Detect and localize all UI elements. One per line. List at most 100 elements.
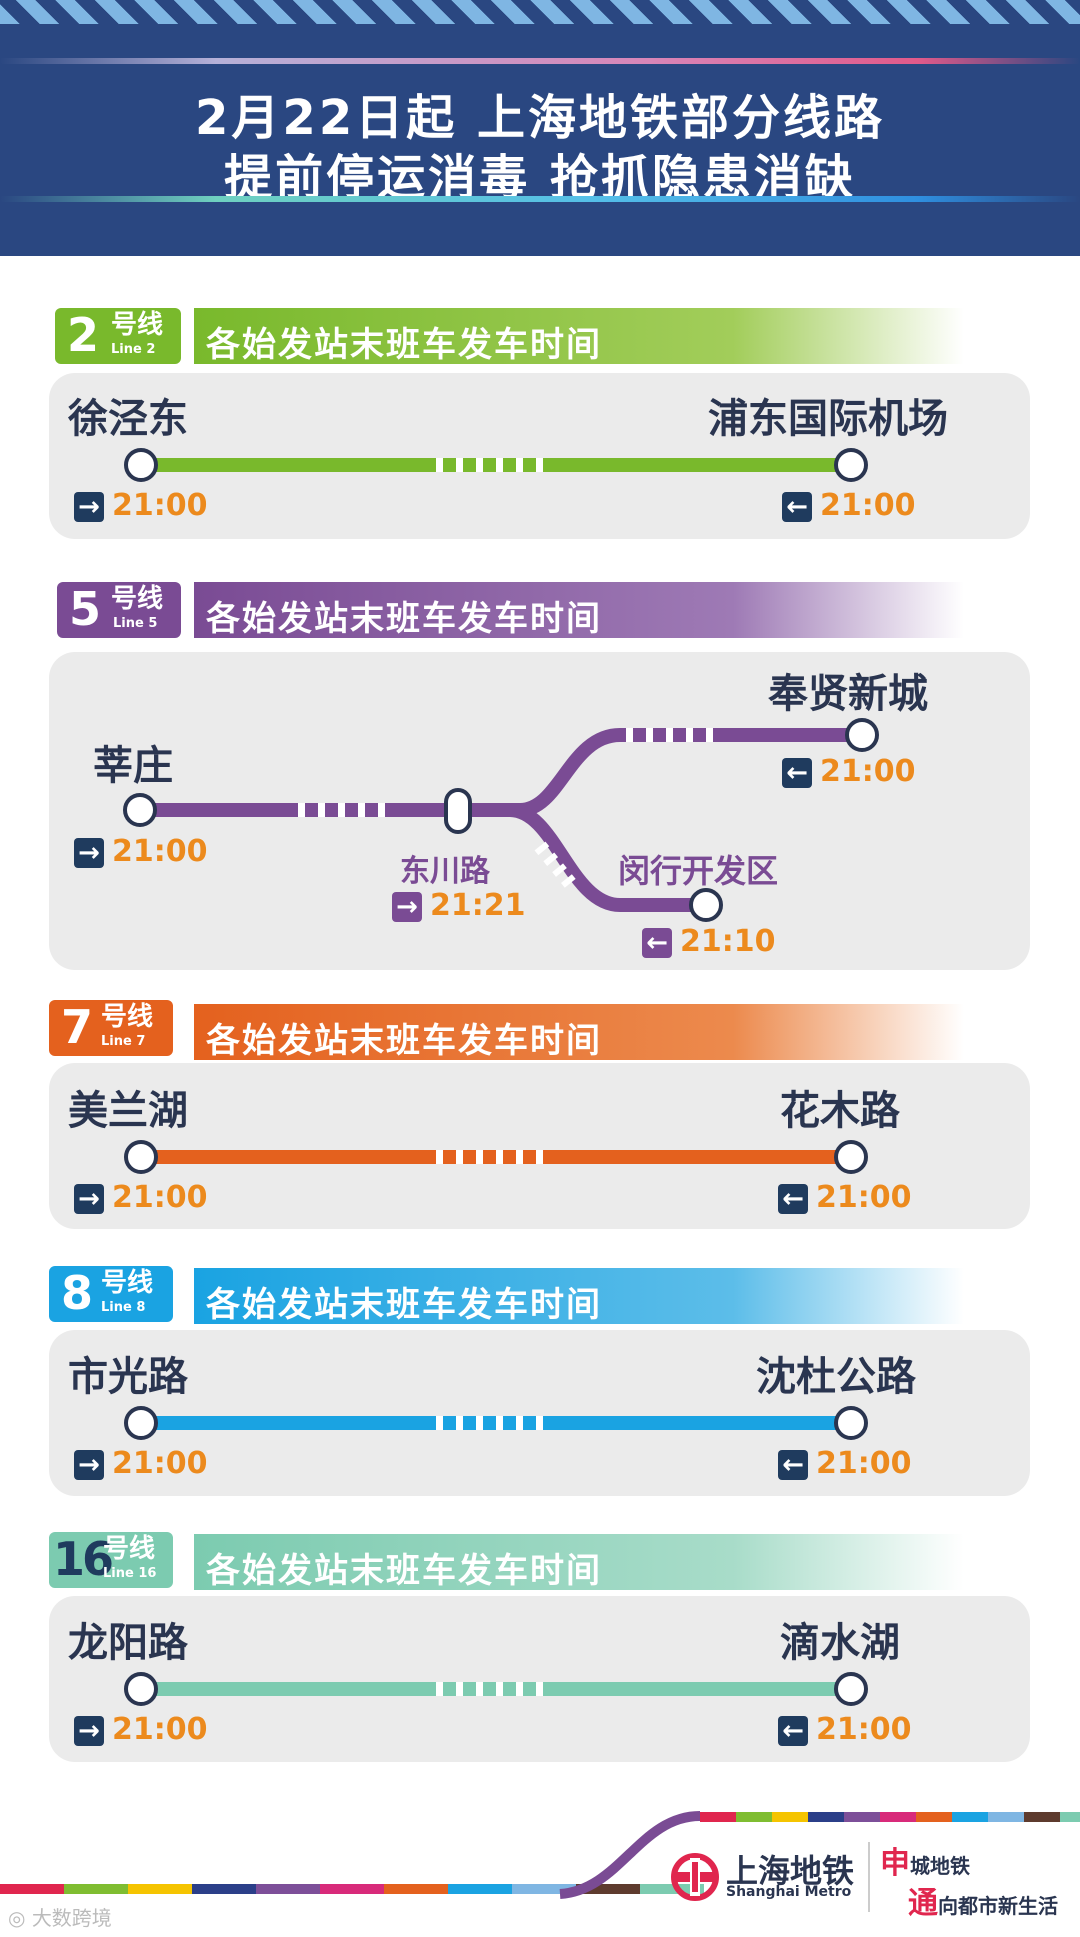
departure-time: 21:00	[816, 1712, 912, 1747]
line-7-panel	[49, 1063, 1030, 1229]
watermark: ◎ 大数跨境	[8, 1902, 112, 1931]
color-stripe-upper	[988, 1812, 1024, 1822]
line-badge-5: 5 号线 Line 5	[57, 582, 181, 638]
line-english: Line 7	[101, 1034, 146, 1049]
station-node	[845, 718, 879, 752]
transfer-station-node	[444, 788, 472, 834]
track-gap	[534, 841, 580, 893]
arrow-right-icon: →	[74, 492, 104, 522]
slogan-big-char: 通	[908, 1886, 938, 1921]
arrow-left-icon: ←	[778, 1184, 808, 1214]
line-number: 2	[67, 308, 100, 362]
watermark-icon: ◎	[8, 1906, 32, 1930]
departure-time: 21:00	[112, 1180, 208, 1215]
header-glow-top	[0, 58, 1080, 64]
arrow-right-icon: →	[74, 1716, 104, 1746]
color-stripe-lower	[320, 1884, 384, 1894]
color-stripe-lower	[448, 1884, 512, 1894]
departure-time: 21:00	[112, 1446, 208, 1481]
station-end: 浦东国际机场	[708, 395, 948, 442]
color-stripe-upper	[1024, 1812, 1060, 1822]
color-stripe-upper	[772, 1812, 808, 1822]
departure-time: 21:21	[430, 888, 526, 923]
station-node	[124, 1140, 158, 1174]
stripe-curve	[559, 1811, 701, 1899]
line-number: 5	[69, 582, 102, 636]
line-suffix: 号线	[111, 584, 164, 614]
banner-text: 各始发站末班车发车时间	[206, 599, 602, 639]
arrow-left-icon: ←	[778, 1716, 808, 1746]
color-stripe-lower	[64, 1884, 128, 1894]
line-number: 16	[53, 1532, 114, 1586]
departure-time: 21:00	[816, 1446, 912, 1481]
arrow-right-icon: →	[74, 838, 104, 868]
line-badge-7: 7 号线 Line 7	[49, 1000, 173, 1056]
slogan-big-char: 申	[880, 1846, 910, 1881]
slogan-text: 城地铁	[910, 1854, 970, 1878]
banner-text: 各始发站末班车发车时间	[206, 1285, 602, 1325]
station-start: 龙阳路	[68, 1619, 188, 1666]
station-branch-minhang: 闵行开发区	[618, 852, 779, 890]
slogan-text: 向都市新生活	[938, 1894, 1058, 1918]
station-node	[689, 888, 723, 922]
track-gap	[436, 1682, 544, 1696]
color-stripe-lower	[576, 1884, 640, 1894]
station-start: 美兰湖	[68, 1087, 188, 1134]
line-suffix: 号线	[101, 1002, 154, 1032]
color-stripe-lower	[128, 1884, 192, 1894]
banner-text: 各始发站末班车发车时间	[206, 1021, 602, 1061]
line-badge-8: 8 号线 Line 8	[49, 1266, 173, 1322]
line-badge-2: 2 号线 Line 2	[55, 308, 181, 364]
line-5-map	[123, 718, 879, 922]
color-stripe-upper	[916, 1812, 952, 1822]
station-start: 市光路	[68, 1353, 188, 1400]
line-8-panel	[49, 1330, 1030, 1496]
page-title-line1: 2月22日起 上海地铁部分线路	[195, 90, 885, 146]
color-stripe-upper	[736, 1812, 772, 1822]
station-transfer: 东川路	[400, 854, 490, 889]
color-stripe-lower	[512, 1884, 576, 1894]
banner-text: 各始发站末班车发车时间	[206, 1551, 602, 1591]
departure-time: 21:00	[112, 834, 208, 869]
color-stripe-upper	[700, 1812, 736, 1822]
color-stripe-upper	[1060, 1812, 1080, 1822]
track-gap	[436, 1150, 544, 1164]
schedule-banner: 各始发站末班车发车时间	[194, 1534, 964, 1591]
banner-text: 各始发站末班车发车时间	[206, 325, 602, 365]
departure-time: 21:10	[680, 924, 776, 959]
branch-track-minhang	[473, 803, 713, 912]
footer-stripes	[0, 1811, 1080, 1899]
station-node	[124, 1672, 158, 1706]
station-node	[124, 1406, 158, 1440]
station-node	[123, 793, 157, 827]
line-2-panel	[49, 373, 1030, 539]
header-stripes	[0, 0, 1080, 24]
station-node	[834, 1406, 868, 1440]
line-suffix: 号线	[111, 310, 164, 340]
line-badge-16: 16 号线 Line 16	[49, 1532, 173, 1588]
station-end: 花木路	[780, 1087, 900, 1134]
footer-slogan-1: 申城地铁	[880, 1838, 970, 1882]
footer-slogan-2: 通向都市新生活	[908, 1878, 1058, 1922]
schedule-banner: 各始发站末班车发车时间	[194, 1268, 964, 1325]
arrow-right-icon: →	[392, 892, 422, 922]
line-number: 8	[61, 1266, 94, 1320]
footer-divider	[868, 1842, 870, 1912]
color-stripe-upper	[880, 1812, 916, 1822]
header-banner: 2月22日起 上海地铁部分线路 提前停运消毒 抢抓隐患消缺	[0, 0, 1080, 256]
arrow-right-icon: →	[74, 1450, 104, 1480]
color-stripe-lower	[192, 1884, 256, 1894]
line-english: Line 8	[101, 1300, 146, 1315]
station-branch-fengxian: 奉贤新城	[768, 670, 928, 717]
arrow-left-icon: ←	[782, 492, 812, 522]
track-gap	[436, 458, 544, 472]
color-stripe-lower	[640, 1884, 704, 1894]
departure-time: 21:00	[816, 1180, 912, 1215]
metro-logo-cn: 上海地铁	[726, 1852, 855, 1890]
line-english: Line 2	[111, 342, 156, 357]
metro-logo-icon	[671, 1853, 719, 1901]
track-gap	[436, 1416, 544, 1430]
line-number: 7	[61, 1000, 94, 1054]
watermark-text: 大数跨境	[31, 1906, 112, 1930]
schedule-banner: 各始发站末班车发车时间	[194, 1004, 964, 1061]
